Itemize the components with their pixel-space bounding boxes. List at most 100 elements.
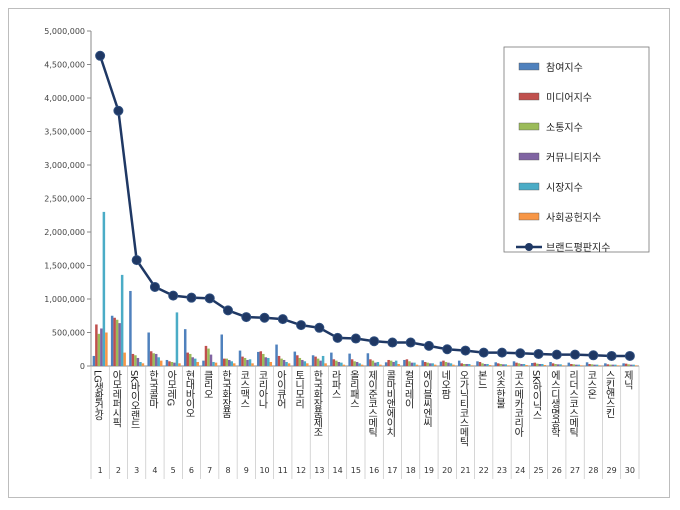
bar-4 xyxy=(465,363,468,366)
legend-label: 참여지수 xyxy=(546,62,583,74)
bar-1 xyxy=(512,361,516,366)
bar-6 xyxy=(269,361,273,366)
bar-2 xyxy=(405,359,409,366)
bar-4 xyxy=(100,328,103,366)
bar-3 xyxy=(499,363,502,366)
bar-6 xyxy=(525,364,528,366)
bar-6 xyxy=(488,364,492,366)
bar-3 xyxy=(609,364,612,366)
bar-5 xyxy=(559,364,562,366)
rank-label: 20 xyxy=(442,466,452,475)
bar-2 xyxy=(350,359,354,366)
rank-label: 24 xyxy=(515,466,525,475)
bar-6 xyxy=(415,364,419,366)
legend-swatch xyxy=(518,212,540,221)
bar-2 xyxy=(606,364,610,366)
bar-2 xyxy=(277,355,281,366)
category-label: 잇츠한불 xyxy=(494,370,506,409)
bar-4 xyxy=(136,357,140,366)
brand-index-point xyxy=(405,337,416,348)
bar-6 xyxy=(507,365,510,366)
bar-6 xyxy=(196,361,199,366)
bar-2 xyxy=(423,361,427,366)
brand-index-point xyxy=(533,348,544,359)
category-label: 아이큐어 xyxy=(274,370,286,410)
bar-4 xyxy=(502,364,505,366)
bar-6 xyxy=(324,363,327,366)
bar-5 xyxy=(285,361,288,366)
bar-4 xyxy=(447,362,450,366)
category-label: 라파스 xyxy=(329,370,341,399)
category-label: 본느 xyxy=(475,370,487,389)
category-label: 네오팜 xyxy=(439,370,451,399)
y-tick-label: 3,500,000 xyxy=(44,128,85,137)
brand-index-point xyxy=(259,312,270,323)
category-label: 올리패스 xyxy=(347,370,359,408)
bar-3 xyxy=(207,348,210,366)
bar-2 xyxy=(186,352,189,366)
bar-2 xyxy=(369,359,372,366)
bar-1 xyxy=(220,334,223,366)
brand-index-point xyxy=(478,347,489,358)
category-label: 코스맥스 xyxy=(238,370,250,408)
brand-index-point xyxy=(423,340,434,351)
bar-3 xyxy=(536,363,539,366)
bar-6 xyxy=(433,364,437,366)
legend-label: 브랜드평판지수 xyxy=(546,242,610,254)
category-label: SK바이오랜드 xyxy=(128,370,140,429)
bar-4 xyxy=(337,361,341,366)
y-tick-label: 2,500,000 xyxy=(44,195,85,204)
brand-index-point xyxy=(369,336,380,347)
bar-3 xyxy=(152,353,155,366)
brand-index-point xyxy=(551,349,562,360)
bar-2 xyxy=(387,359,390,366)
bar-1 xyxy=(92,355,96,366)
y-tick-label: 1,500,000 xyxy=(44,262,85,271)
bar-1 xyxy=(183,329,187,366)
bar-4 xyxy=(301,359,304,366)
legend-swatch xyxy=(518,92,540,101)
bar-5 xyxy=(449,363,453,366)
rank-label: 3 xyxy=(134,466,139,475)
bar-5 xyxy=(413,362,416,366)
bar-1 xyxy=(202,360,205,366)
bar-3 xyxy=(572,364,576,366)
bar-6 xyxy=(159,360,163,366)
y-tick-label: 0 xyxy=(80,362,85,371)
bar-4 xyxy=(173,362,176,366)
bar-5 xyxy=(102,211,106,366)
bar-2 xyxy=(296,355,299,366)
bar-1 xyxy=(147,332,150,366)
bar-1 xyxy=(494,362,497,366)
bar-3 xyxy=(481,363,484,366)
rank-label: 19 xyxy=(424,466,434,475)
brand-index-point xyxy=(442,344,453,355)
category-label: 한국콜마 xyxy=(146,370,158,410)
bar-1 xyxy=(330,352,333,366)
bar-6 xyxy=(233,363,236,366)
bar-4 xyxy=(593,364,596,366)
category-label: 제이준코스메틱 xyxy=(366,370,378,438)
bar-1 xyxy=(275,344,278,366)
bar-5 xyxy=(120,274,124,366)
bar-1 xyxy=(384,362,388,366)
bar-4 xyxy=(410,362,414,366)
bar-5 xyxy=(577,364,581,366)
category-label: 코리아나 xyxy=(256,370,268,409)
bar-2 xyxy=(223,358,226,366)
bar-2 xyxy=(533,362,537,366)
bar-5 xyxy=(431,363,434,366)
bar-5 xyxy=(193,358,197,366)
legend-label: 시장지수 xyxy=(546,182,583,194)
category-label: 한국화장품제조 xyxy=(311,370,323,437)
bar-5 xyxy=(541,363,544,366)
bar-1 xyxy=(129,290,132,366)
bar-6 xyxy=(616,365,620,366)
brand-index-point xyxy=(350,333,361,344)
bar-5 xyxy=(614,364,617,366)
bar-6 xyxy=(379,364,382,366)
rank-label: 23 xyxy=(497,466,507,475)
bar-5 xyxy=(595,364,599,366)
bar-4 xyxy=(483,363,487,366)
bar-2 xyxy=(332,359,336,366)
